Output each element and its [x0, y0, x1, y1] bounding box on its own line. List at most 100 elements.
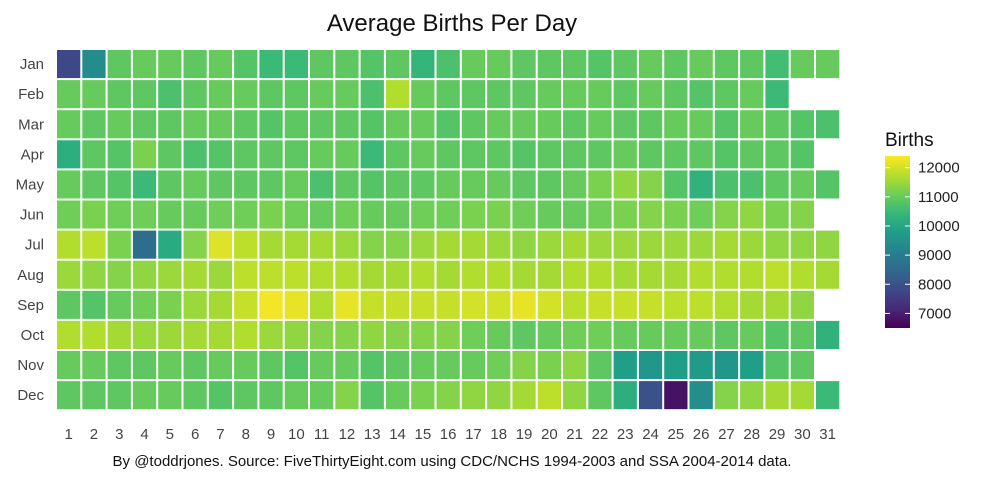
heatmap-cell: [107, 110, 131, 139]
heatmap-cell: [790, 50, 814, 79]
heatmap-cell: [310, 110, 334, 139]
y-axis: Jan Feb Mar Apr May Jun Jul Aug Sep Oct Nov Dec: [16, 56, 45, 404]
heatmap-cell: [461, 110, 486, 139]
heatmap-cell: [664, 200, 688, 229]
y-tick-label: Feb: [18, 86, 44, 103]
heatmap-cell: [613, 80, 637, 109]
heatmap-cell: [563, 320, 587, 349]
y-tick-label: Jan: [20, 56, 44, 73]
x-tick-label: 28: [743, 426, 760, 443]
heatmap-cell: [689, 230, 713, 259]
heatmap-cell: [537, 200, 561, 229]
heatmap-cell: [360, 140, 384, 169]
heatmap-cell: [638, 230, 663, 259]
heatmap-cell: [132, 290, 157, 319]
heatmap-cell: [183, 230, 207, 259]
heatmap-cell: [714, 140, 739, 169]
heatmap-cell: [234, 381, 258, 410]
legend-tick-label: 10000: [918, 218, 960, 235]
heatmap-cell: [132, 381, 157, 410]
heatmap-cell: [765, 351, 789, 380]
heatmap-cell: [461, 80, 486, 109]
heatmap-cell: [385, 110, 410, 139]
x-tick-label: 9: [267, 426, 275, 443]
x-tick-label: 8: [242, 426, 250, 443]
heatmap-cell: [107, 80, 131, 109]
heatmap-cell: [411, 320, 435, 349]
heatmap-cell: [107, 290, 131, 319]
heatmap-cell: [259, 200, 283, 229]
heatmap-cell: [588, 230, 612, 259]
heatmap-cell: [613, 230, 637, 259]
heatmap-cell: [107, 200, 131, 229]
heatmap-cell: [537, 170, 561, 199]
heatmap-cell: [487, 110, 511, 139]
heatmap-cell: [563, 290, 587, 319]
heatmap-cell: [714, 230, 739, 259]
heatmap-cell: [588, 260, 612, 289]
x-tick-label: 31: [819, 426, 836, 443]
heatmap-cell: [360, 351, 384, 380]
y-tick-label: Mar: [18, 116, 44, 133]
heatmap-cell: [487, 80, 511, 109]
heatmap-cell: [284, 260, 308, 289]
heatmap-cell: [208, 140, 233, 169]
heatmap-cell: [183, 260, 207, 289]
heatmap-cell: [234, 200, 258, 229]
heatmap-cell: [57, 260, 81, 289]
heatmap-cell: [689, 170, 713, 199]
heatmap-cell: [411, 230, 435, 259]
heatmap-cell: [360, 260, 384, 289]
x-axis: 1 2 3 4 5 6 7 8 9 10 11 12 13 14 15 16 17 18 19 20 21 22 23 24 2…: [64, 426, 836, 443]
heatmap-cell: [259, 170, 283, 199]
heatmap-cell: [82, 260, 106, 289]
heatmap-cell: [664, 110, 688, 139]
heatmap-cell: [512, 320, 536, 349]
heatmap-cell: [411, 351, 435, 380]
heatmap-cell: [638, 80, 663, 109]
heatmap-cell: [208, 320, 233, 349]
heatmap-cell: [664, 230, 688, 259]
heatmap-cell: [284, 110, 308, 139]
heatmap-cell: [436, 260, 460, 289]
heatmap-cell: [385, 381, 410, 410]
heatmap-cell: [310, 80, 334, 109]
heatmap-cell: [461, 351, 486, 380]
heatmap-cell: [689, 200, 713, 229]
heatmap-cell: [208, 50, 233, 79]
heatmap-cell: [158, 381, 182, 410]
x-tick-label: 4: [140, 426, 148, 443]
heatmap-cell: [82, 200, 106, 229]
heatmap-cell: [208, 170, 233, 199]
heatmap-cell: [310, 260, 334, 289]
heatmap-cell: [234, 140, 258, 169]
heatmap-cell: [816, 110, 840, 139]
y-tick-label: Aug: [17, 267, 44, 284]
heatmap-cell: [613, 290, 637, 319]
heatmap-cell: [740, 290, 764, 319]
heatmap-cell: [638, 140, 663, 169]
heatmap-cell: [563, 351, 587, 380]
heatmap-cell: [740, 320, 764, 349]
x-tick-label: 6: [191, 426, 199, 443]
heatmap-cell: [487, 260, 511, 289]
heatmap-cell: [740, 110, 764, 139]
heatmap-cell: [689, 110, 713, 139]
heatmap-cell: [335, 320, 359, 349]
heatmap-cell: [335, 200, 359, 229]
x-tick-label: 25: [668, 426, 685, 443]
heatmap-cell: [360, 50, 384, 79]
legend-tick-label: 7000: [918, 305, 951, 322]
heatmap-cell: [360, 110, 384, 139]
heatmap-cell: [158, 110, 182, 139]
heatmap-cell: [385, 50, 410, 79]
heatmap-cell: [740, 140, 764, 169]
heatmap-cell: [107, 381, 131, 410]
heatmap-cell: [664, 320, 688, 349]
heatmap-cell: [411, 290, 435, 319]
heatmap-cell: [158, 200, 182, 229]
heatmap-cell: [234, 170, 258, 199]
heatmap-cell: [385, 260, 410, 289]
heatmap-cell: [436, 50, 460, 79]
legend-tick-label: 12000: [918, 160, 960, 177]
